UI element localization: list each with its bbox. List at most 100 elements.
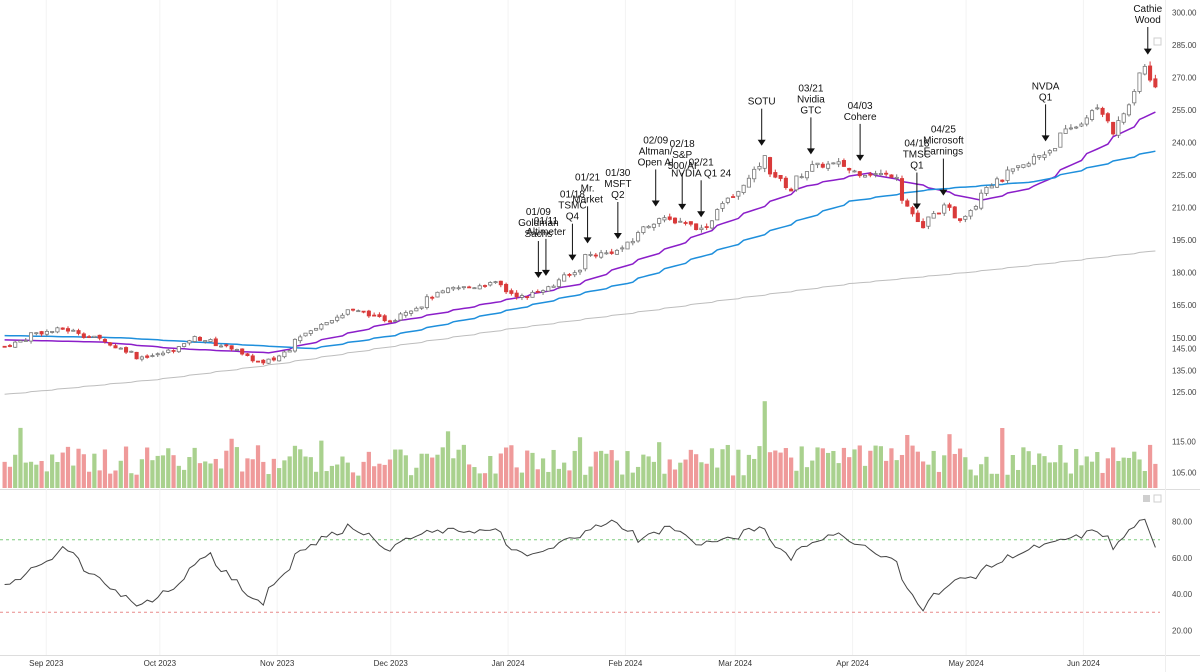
rsi-tick-label: 40.00 [1172, 590, 1193, 599]
candlestick [446, 287, 451, 294]
volume-bar [915, 451, 920, 488]
candle-body [335, 316, 340, 321]
volume-bar [588, 466, 593, 488]
candlestick [18, 340, 23, 343]
candlestick [118, 347, 123, 350]
candlestick [636, 230, 641, 243]
candle-body [456, 287, 461, 290]
volume-bar [699, 462, 704, 488]
volume-bar [55, 461, 60, 488]
price-tick-label: 125.00 [1172, 388, 1197, 397]
panel-expand-icon[interactable] [1153, 494, 1162, 503]
candlestick [319, 323, 324, 331]
candle-body [762, 155, 767, 169]
candle-body [694, 223, 699, 230]
candlestick [657, 217, 662, 227]
volume-bar [224, 450, 229, 488]
volume-bar [28, 461, 34, 488]
price-tick-label: 195.00 [1172, 236, 1197, 245]
candlestick [968, 209, 973, 220]
volume-bar [292, 445, 298, 488]
candlestick [55, 326, 60, 334]
candle-body [551, 285, 556, 288]
volume-bar [287, 456, 292, 488]
candle-body [604, 252, 609, 255]
candlestick [1005, 166, 1010, 184]
candlestick [752, 166, 757, 183]
annotation-text: Earnings [924, 147, 963, 158]
candlestick [139, 355, 144, 362]
panel-settings-icon[interactable] [1143, 495, 1150, 502]
candle-body [1116, 120, 1121, 136]
x-axis-label: Dec 2023 [374, 659, 409, 668]
volume-bar [445, 431, 451, 488]
price-panel-expand-icon[interactable] [1153, 37, 1162, 46]
volume-bar [614, 460, 620, 488]
candlestick [34, 332, 39, 336]
moving-average-line [4, 111, 1156, 354]
volume-bar [635, 466, 641, 488]
candle-body [229, 345, 234, 350]
candlestick [1047, 149, 1052, 156]
price-tick-label: 225.00 [1172, 171, 1197, 180]
candlestick [514, 290, 519, 300]
annotation-text: 500/AI [668, 161, 697, 172]
candle-body [451, 286, 456, 290]
volume-bar [1074, 448, 1079, 488]
candlestick [213, 336, 218, 347]
candle-body [546, 286, 551, 292]
candle-body [287, 350, 292, 353]
candlestick [461, 286, 466, 290]
volume-bar [889, 448, 894, 488]
candlestick [150, 353, 155, 358]
candlestick [725, 197, 730, 205]
candle-body [773, 172, 778, 178]
candlestick [783, 176, 788, 190]
candlestick [1105, 112, 1110, 124]
volume-bar [308, 457, 313, 488]
volume-bar [741, 475, 746, 488]
candlestick [773, 169, 778, 179]
candle-body [55, 327, 60, 333]
candle-body [39, 331, 44, 335]
volume-bar [324, 471, 329, 488]
candlestick [28, 332, 34, 344]
candle-body [155, 353, 160, 356]
volume-bar [271, 458, 276, 488]
candlestick [298, 334, 303, 344]
candle-body [614, 249, 619, 255]
price-tick-label: 135.00 [1172, 366, 1197, 375]
candle-body [176, 346, 181, 353]
candle-body [187, 340, 192, 344]
annotation-text: Cohere [844, 112, 877, 123]
x-axis-label: May 2024 [949, 659, 985, 668]
candlestick [329, 320, 334, 325]
volume-bar [583, 474, 588, 488]
candlestick [799, 173, 804, 179]
candlestick [504, 282, 509, 295]
candlestick [1084, 115, 1089, 127]
volume-bar [393, 449, 398, 488]
volume-bar [862, 465, 868, 488]
candlestick [694, 223, 699, 231]
volume-bar [672, 469, 678, 488]
volume-bar [667, 459, 672, 488]
volume-bar [678, 462, 683, 488]
candlestick [625, 241, 630, 250]
candlestick [936, 212, 941, 215]
annotation-arrow-head [541, 269, 550, 276]
candle-body [28, 332, 34, 342]
candlestick [208, 338, 213, 343]
candle-body [18, 340, 23, 343]
candle-body [129, 350, 134, 353]
candlestick [868, 171, 873, 178]
volume-bar [683, 459, 688, 488]
candle-body [926, 216, 931, 227]
candlestick [50, 331, 55, 334]
candlestick [377, 312, 382, 318]
candlestick [577, 269, 583, 275]
volume-bar [340, 456, 345, 488]
candle-body [577, 269, 583, 273]
volume-bar [841, 447, 847, 488]
